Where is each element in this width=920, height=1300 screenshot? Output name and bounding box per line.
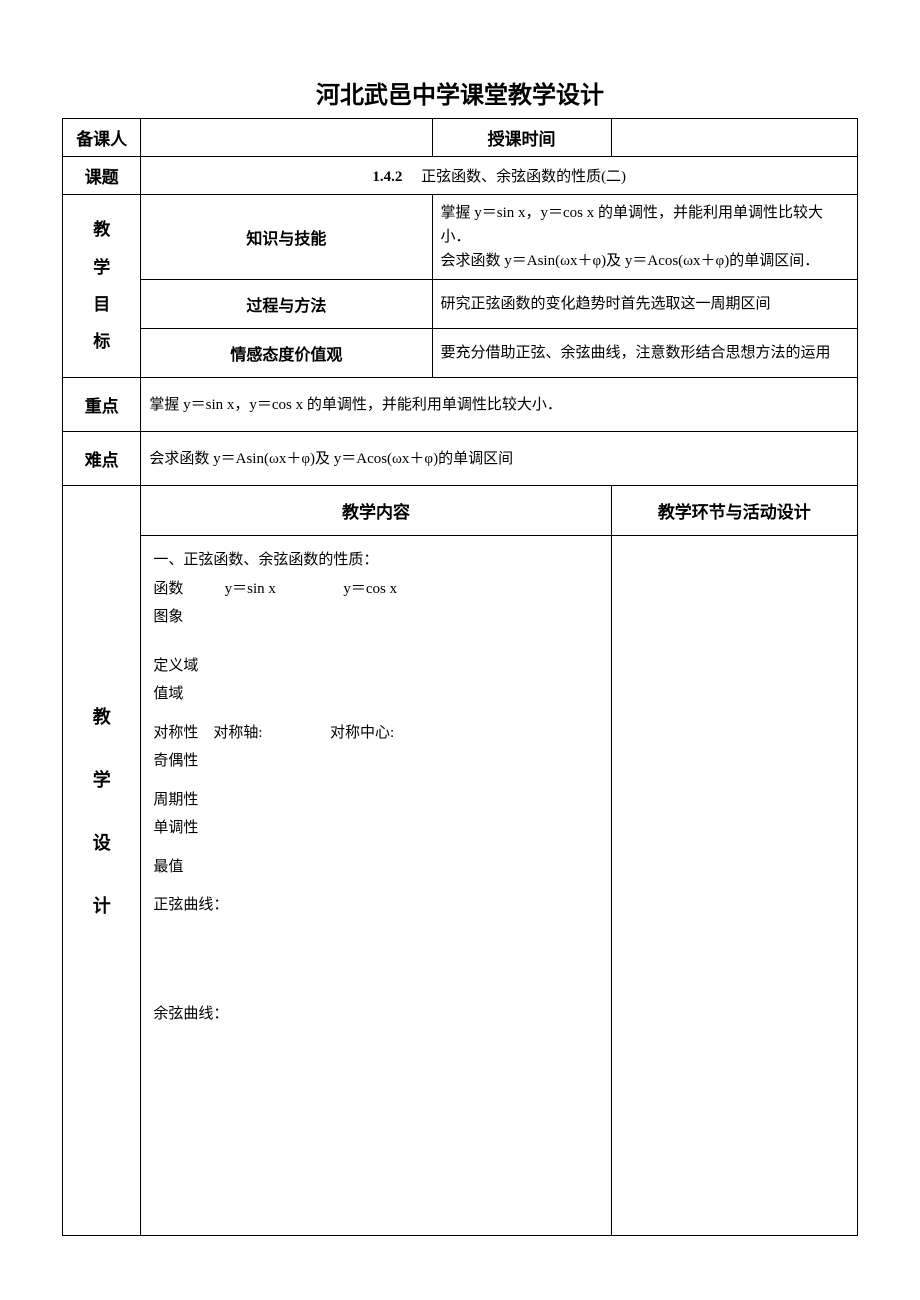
keypoint-label: 重点 bbox=[63, 378, 141, 432]
body-line4: 定义域 bbox=[153, 652, 598, 681]
topic-number: 1.4.2 bbox=[372, 169, 402, 185]
difficulty-label: 难点 bbox=[63, 432, 141, 486]
process-content: 研究正弦函数的变化趋势时首先选取这一周期区间 bbox=[432, 280, 858, 329]
topic-row: 1.4.2 正弦函数、余弦函数的性质(二) bbox=[141, 157, 858, 195]
knowledge-text1: 掌握 y＝sin x，y＝cos x 的单调性，并能利用单调性比较大小． bbox=[441, 201, 850, 249]
body-line7: 奇偶性 bbox=[153, 747, 598, 776]
attitude-label: 情感态度价值观 bbox=[141, 329, 432, 378]
page-title: 河北武邑中学课堂教学设计 bbox=[62, 75, 858, 110]
objectives-label: 教学目标 bbox=[63, 195, 141, 378]
knowledge-label: 知识与技能 bbox=[141, 195, 432, 280]
body-line1: 一、正弦函数、余弦函数的性质： bbox=[153, 546, 598, 575]
design-label: 教学设计 bbox=[63, 486, 141, 1236]
body-line6: 对称性 对称轴: 对称中心: bbox=[153, 719, 598, 748]
time-value bbox=[611, 119, 857, 157]
content-header: 教学内容 bbox=[141, 486, 611, 536]
body-line10: 最值 bbox=[153, 853, 598, 882]
body-line5: 值域 bbox=[153, 680, 598, 709]
content-body: 一、正弦函数、余弦函数的性质： 函数 y＝sin x y＝cos x 图象 定义… bbox=[141, 536, 611, 1236]
topic-text: 正弦函数、余弦函数的性质(二) bbox=[421, 169, 626, 185]
knowledge-text2: 会求函数 y＝Asin(ωx＋φ)及 y＝Acos(ωx＋φ)的单调区间． bbox=[441, 249, 850, 273]
topic-label: 课题 bbox=[63, 157, 141, 195]
body-line2: 函数 y＝sin x y＝cos x bbox=[153, 575, 598, 604]
process-label: 过程与方法 bbox=[141, 280, 432, 329]
activity-body bbox=[611, 536, 857, 1236]
body-line9: 单调性 bbox=[153, 814, 598, 843]
knowledge-content: 掌握 y＝sin x，y＝cos x 的单调性，并能利用单调性比较大小． 会求函… bbox=[432, 195, 858, 280]
body-line11: 正弦曲线： bbox=[153, 891, 598, 920]
lesson-plan-table: 备课人 授课时间 课题 1.4.2 正弦函数、余弦函数的性质(二) 教学目标 知… bbox=[62, 118, 858, 1236]
body-line8: 周期性 bbox=[153, 786, 598, 815]
body-line12: 余弦曲线： bbox=[153, 1000, 598, 1029]
activity-header: 教学环节与活动设计 bbox=[611, 486, 857, 536]
preparer-label: 备课人 bbox=[63, 119, 141, 157]
preparer-value bbox=[141, 119, 432, 157]
time-label: 授课时间 bbox=[432, 119, 611, 157]
keypoint-content: 掌握 y＝sin x，y＝cos x 的单调性，并能利用单调性比较大小． bbox=[141, 378, 858, 432]
difficulty-content: 会求函数 y＝Asin(ωx＋φ)及 y＝Acos(ωx＋φ)的单调区间 bbox=[141, 432, 858, 486]
body-line3: 图象 bbox=[153, 603, 598, 632]
attitude-content: 要充分借助正弦、余弦曲线，注意数形结合思想方法的运用 bbox=[432, 329, 858, 378]
